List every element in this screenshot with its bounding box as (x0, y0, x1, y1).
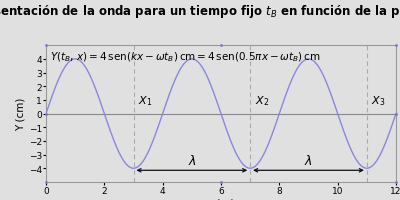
Text: $X_2$: $X_2$ (254, 93, 269, 107)
Text: $X_1$: $X_1$ (138, 93, 152, 107)
Text: $X_3$: $X_3$ (371, 93, 386, 107)
X-axis label: x (m): x (m) (207, 198, 235, 200)
Text: $\lambda$: $\lambda$ (304, 153, 313, 167)
Y-axis label: Y (cm): Y (cm) (16, 97, 26, 131)
Text: $\lambda$: $\lambda$ (188, 153, 196, 167)
Text: $Y(t_B,\, x) = 4\,\mathrm{sen}(kx - \omega t_B)\,\mathrm{cm} = 4\,\mathrm{sen}(0: $Y(t_B,\, x) = 4\,\mathrm{sen}(kx - \ome… (50, 50, 320, 64)
Text: Representación de la onda para un tiempo fijo $t_B$ en función de la posición: Representación de la onda para un tiempo… (0, 3, 400, 20)
